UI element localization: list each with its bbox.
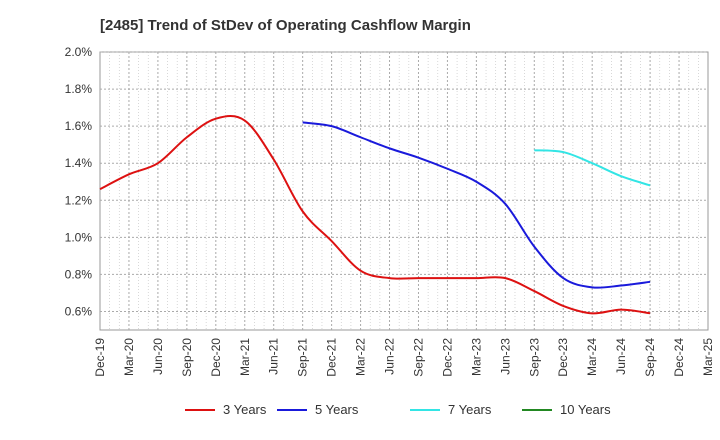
y-tick-label: 2.0% [65, 45, 93, 59]
x-tick-label: Mar-24 [585, 338, 599, 376]
x-tick-label: Sep-24 [643, 338, 657, 377]
x-tick-label: Mar-22 [354, 338, 368, 376]
legend-label: 7 Years [448, 402, 492, 417]
legend-label: 10 Years [560, 402, 611, 417]
series-line-2 [302, 121, 651, 289]
x-tick-label: Dec-21 [325, 338, 339, 377]
y-tick-label: 0.8% [65, 267, 93, 281]
series-line-3 [534, 149, 651, 187]
y-tick-label: 1.8% [65, 82, 93, 96]
x-tick-label: Dec-24 [672, 338, 686, 377]
x-tick-label: Jun-22 [383, 338, 397, 375]
x-tick-label: Dec-19 [93, 338, 107, 377]
chart-title: [2485] Trend of StDev of Operating Cashf… [100, 17, 471, 34]
legend-label: 5 Years [315, 402, 359, 417]
x-tick-label: Jun-21 [267, 338, 281, 375]
x-tick-label: Dec-23 [556, 338, 570, 377]
x-axis: Dec-19 Mar-20 Jun-20 Sep-20 Dec-20 Mar-21 Jun-… [93, 338, 715, 377]
x-tick-label: Mar-21 [238, 338, 252, 376]
x-tick-label: Sep-20 [180, 338, 194, 377]
x-tick-label: Mar-25 [701, 338, 715, 376]
y-axis: 0.6% 0.8% 1.0% 1.2% 1.4% 1.6% 1.8% 2.0% [65, 45, 93, 318]
x-tick-label: Sep-22 [411, 338, 425, 377]
legend-label: 3 Years [223, 402, 267, 417]
plot-area [99, 51, 709, 331]
x-tick-label: Jun-24 [614, 338, 628, 375]
y-tick-label: 1.0% [65, 230, 93, 244]
x-tick-label: Dec-20 [209, 338, 223, 377]
y-tick-label: 1.2% [65, 193, 93, 207]
x-tick-label: Dec-22 [440, 338, 454, 377]
x-tick-label: Mar-20 [122, 338, 136, 376]
x-tick-label: Jun-20 [151, 338, 165, 375]
series-line-1 [99, 115, 651, 315]
x-tick-label: Sep-23 [527, 338, 541, 377]
y-tick-label: 1.6% [65, 119, 93, 133]
x-tick-label: Jun-23 [498, 338, 512, 375]
y-tick-label: 0.6% [65, 304, 93, 318]
legend: 3 Years 5 Years 7 Years 10 Years [185, 402, 611, 417]
series-lines [99, 115, 651, 315]
y-tick-label: 1.4% [65, 156, 93, 170]
x-tick-label: Mar-23 [469, 338, 483, 376]
x-tick-label: Sep-21 [296, 338, 310, 377]
